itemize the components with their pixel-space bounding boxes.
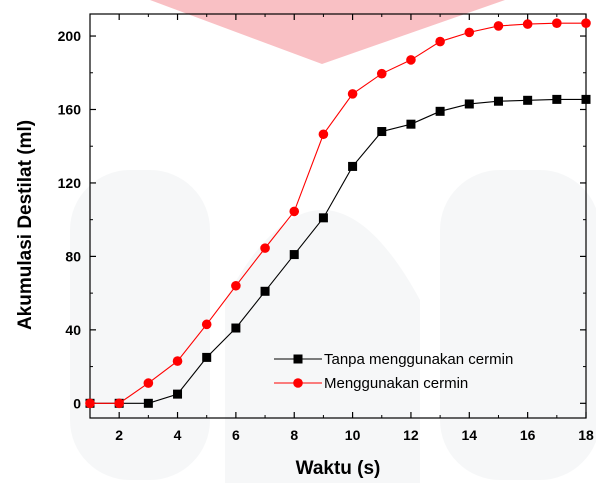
y-tick-label: 200 [58, 28, 82, 44]
series-line [90, 98, 586, 404]
data-point [406, 55, 416, 65]
data-point [552, 18, 562, 28]
legend-label: Menggunakan cermin [324, 375, 468, 392]
y-axis: 0 40 80 120 160 200 [58, 28, 586, 411]
data-point [201, 319, 212, 330]
x-tick-label: 16 [520, 427, 536, 443]
data-point [377, 127, 387, 137]
x-tick-label: 6 [232, 427, 240, 443]
legend-label: Tanpa menggunakan cermin [324, 351, 513, 368]
y-tick-label: 160 [58, 101, 82, 117]
plot-area [89, 13, 587, 419]
data-point [289, 250, 299, 260]
series-1 [85, 18, 591, 409]
series-line [90, 22, 586, 404]
data-point [260, 286, 270, 296]
x-tick-label: 4 [174, 427, 182, 443]
data-point [493, 21, 504, 31]
data-point [114, 398, 124, 409]
data-point [318, 129, 329, 140]
data-point [552, 94, 562, 104]
data-point [435, 36, 445, 47]
data-point [581, 94, 591, 104]
y-axis-title: Akumulasi Destilat (ml) [15, 120, 36, 330]
data-point [376, 68, 387, 79]
x-axis-title: Waktu (s) [296, 458, 381, 479]
data-point [464, 27, 475, 38]
plot-frame [89, 13, 587, 419]
data-point [493, 96, 503, 106]
legend-item: Tanpa menggunakan cermin [274, 351, 513, 368]
data-point [523, 95, 533, 105]
x-tick-label: 18 [578, 427, 594, 443]
data-point [202, 352, 212, 362]
series-layer [85, 18, 591, 409]
legend-marker [293, 354, 303, 364]
data-point [318, 213, 328, 223]
data-point [143, 398, 153, 408]
data-point [172, 356, 183, 366]
y-tick-label: 0 [73, 395, 81, 411]
y-tick-label: 80 [65, 248, 81, 264]
x-tick-label: 8 [290, 427, 298, 443]
data-point [173, 389, 183, 399]
data-point [85, 398, 95, 409]
x-tick-label: 2 [115, 427, 123, 443]
data-point [406, 119, 416, 129]
data-point [435, 106, 445, 116]
y-tick-label: 40 [65, 322, 81, 338]
data-point [260, 243, 270, 253]
legend-marker [293, 378, 303, 388]
data-point [347, 89, 358, 99]
data-point [231, 323, 241, 333]
data-point [464, 99, 474, 109]
data-point [231, 280, 241, 291]
legend-item: Menggunakan cermin [274, 375, 468, 392]
data-point [522, 19, 533, 29]
watermark [70, 0, 596, 483]
series-0 [85, 94, 591, 408]
data-point [348, 161, 358, 171]
data-point [581, 18, 591, 28]
legend: Tanpa menggunakan cermin Menggunakan cerm… [274, 351, 513, 392]
x-tick-label: 12 [403, 427, 419, 443]
y-tick-label: 120 [58, 175, 82, 191]
x-tick-label: 10 [345, 427, 361, 443]
data-point [143, 378, 154, 388]
data-point [289, 206, 300, 217]
x-tick-label: 14 [462, 427, 478, 443]
x-axis: 2 4 6 8 10 12 14 16 18 [115, 14, 594, 443]
